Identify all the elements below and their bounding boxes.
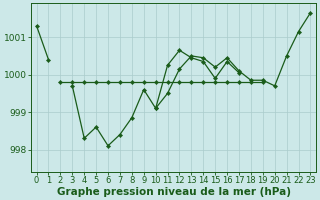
X-axis label: Graphe pression niveau de la mer (hPa): Graphe pression niveau de la mer (hPa) [57, 187, 291, 197]
